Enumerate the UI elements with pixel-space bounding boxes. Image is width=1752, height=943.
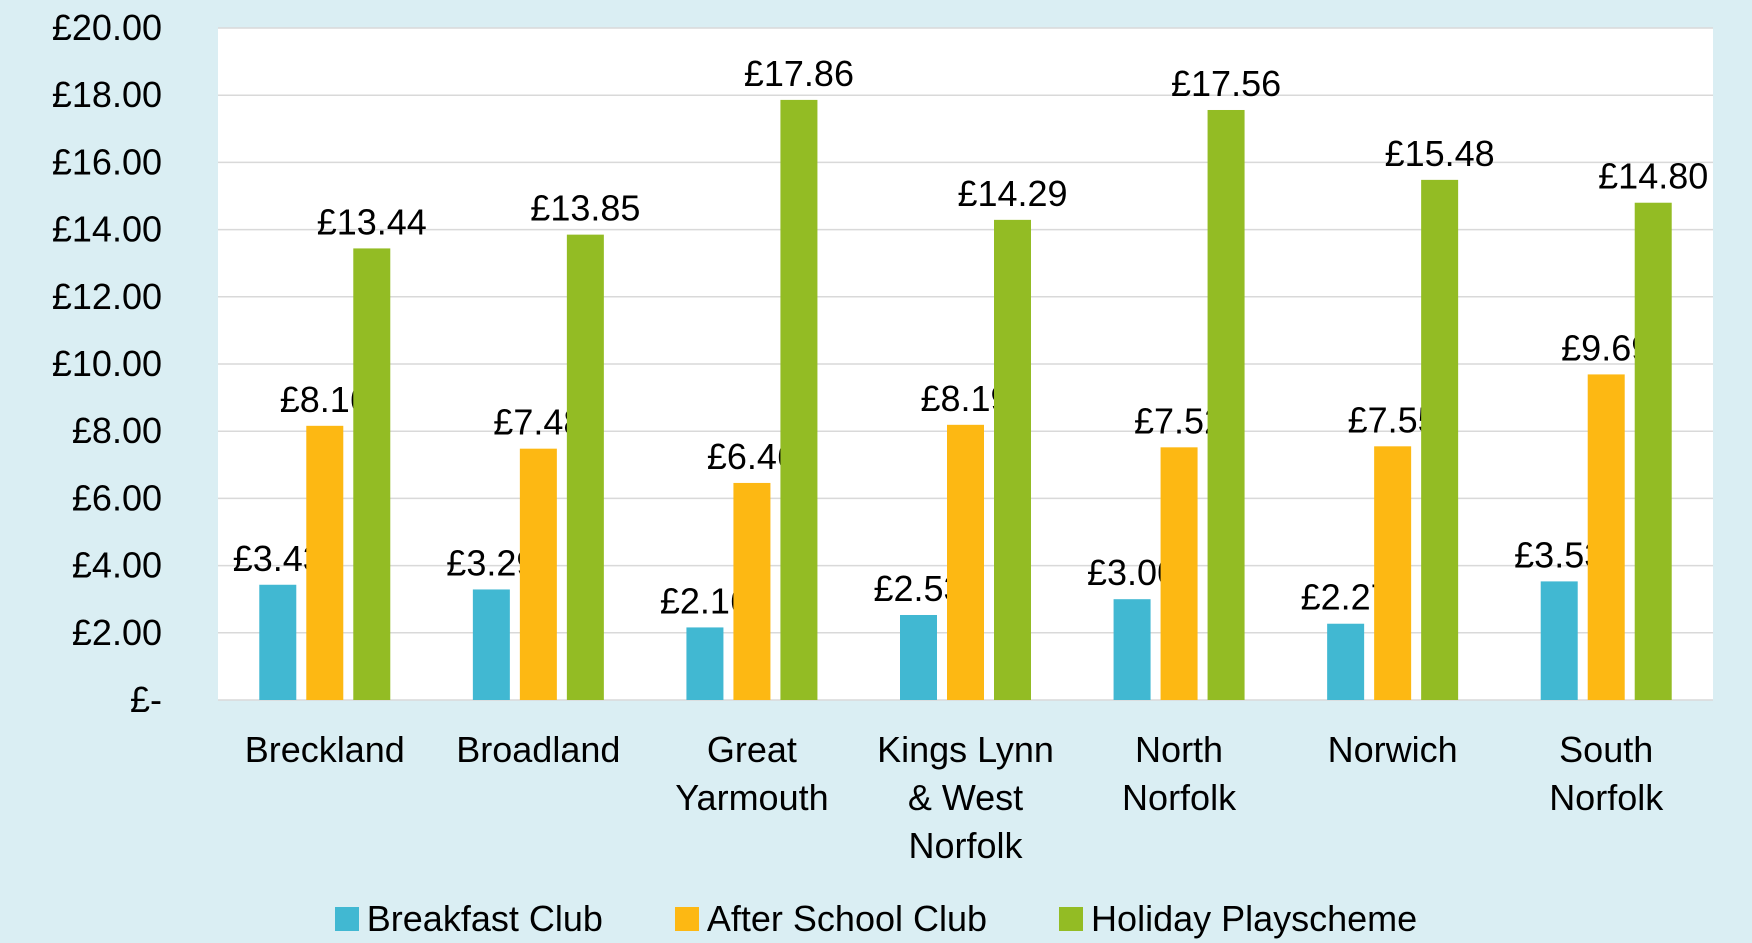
value-label: £17.56	[1171, 63, 1281, 104]
y-tick-label: £18.00	[52, 74, 162, 115]
y-tick-label: £4.00	[72, 545, 162, 586]
bar	[1113, 599, 1151, 700]
bar	[1540, 581, 1578, 700]
legend-swatch	[674, 907, 699, 931]
legend-item: Breakfast Club	[334, 898, 603, 940]
x-tick-label: Broadland	[456, 729, 621, 770]
bar	[733, 482, 771, 700]
legend-item: After School Club	[674, 898, 988, 940]
legend-label: Breakfast Club	[366, 898, 603, 939]
bar	[1634, 202, 1672, 700]
bar	[780, 99, 818, 701]
bar	[947, 424, 984, 700]
bar	[1207, 109, 1245, 700]
bar	[686, 627, 724, 700]
value-label: £13.85	[530, 188, 640, 229]
bar	[472, 589, 510, 700]
bar	[519, 448, 557, 700]
y-tick-label: £14.00	[52, 209, 162, 250]
legend-label: After School Club	[706, 898, 988, 939]
y-tick-label: £-	[130, 679, 162, 720]
bar	[306, 425, 344, 700]
bar	[1374, 446, 1412, 700]
bar	[353, 248, 391, 700]
legend: Breakfast Club After School Club Holiday P…	[0, 898, 1752, 940]
bar	[566, 234, 604, 700]
value-label: £14.80	[1598, 156, 1708, 197]
bar	[1160, 447, 1198, 700]
y-tick-label: £8.00	[72, 410, 162, 451]
x-tick-label: Norwich	[1327, 729, 1458, 770]
value-label: £15.48	[1385, 133, 1495, 174]
y-tick-label: £6.00	[72, 477, 162, 518]
bar	[900, 614, 937, 700]
legend-swatch	[334, 907, 359, 931]
legend-label: Holiday Playscheme	[1091, 898, 1418, 939]
x-tick-label: Breckland	[244, 729, 405, 770]
x-tick-label: North Norfolk	[1122, 729, 1237, 818]
legend-item: Holiday Playscheme	[1059, 898, 1417, 940]
bar	[1327, 623, 1365, 700]
x-tick-label: Great Yarmouth	[675, 729, 829, 818]
x-tick-label: Kings Lynn & West Norfolk	[877, 729, 1054, 866]
bar	[994, 219, 1031, 700]
legend-swatch	[1059, 907, 1084, 931]
y-tick-label: £16.00	[52, 141, 162, 182]
bar	[1421, 179, 1459, 700]
value-label: £14.29	[957, 173, 1067, 214]
bar	[259, 584, 297, 700]
y-tick-label: £10.00	[52, 343, 162, 384]
bar	[1587, 374, 1625, 700]
value-label: £17.86	[744, 53, 854, 94]
y-tick-label: £2.00	[72, 612, 162, 653]
y-tick-label: £20.00	[52, 7, 162, 48]
y-tick-label: £12.00	[52, 276, 162, 317]
value-label: £13.44	[317, 201, 427, 242]
x-tick-label: South Norfolk	[1549, 729, 1664, 818]
